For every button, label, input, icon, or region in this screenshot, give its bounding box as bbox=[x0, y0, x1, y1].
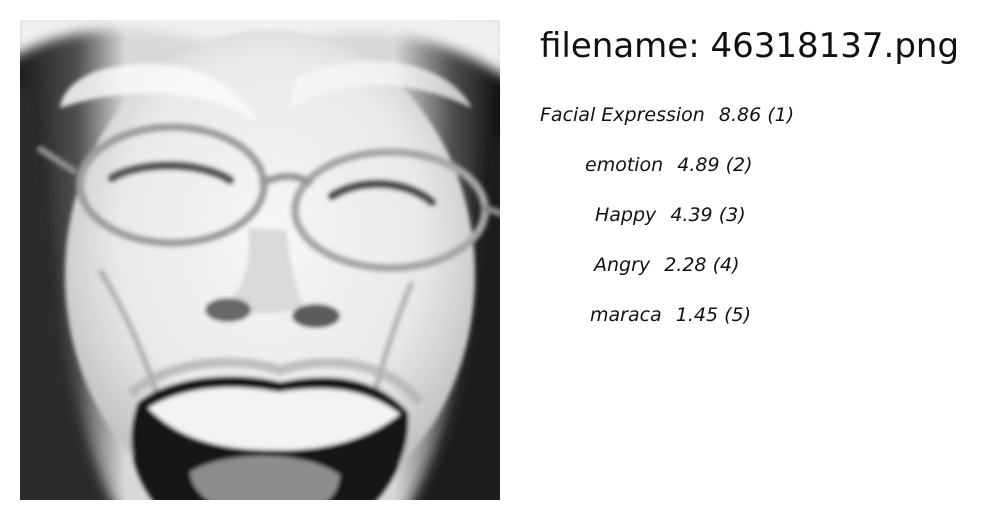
prediction-rank: (3) bbox=[718, 204, 746, 226]
face-photo bbox=[20, 20, 500, 500]
prediction-row: Facial Expression 8.86 (1) bbox=[540, 100, 980, 150]
prediction-rank: (4) bbox=[712, 254, 740, 276]
filename-title: filename: 46318137.png bbox=[540, 26, 960, 66]
prediction-score: 4.39 bbox=[670, 204, 713, 226]
prediction-label: maraca bbox=[590, 304, 662, 326]
prediction-label: Angry bbox=[594, 254, 651, 276]
prediction-rank: (1) bbox=[767, 104, 795, 126]
prediction-score: 1.45 bbox=[675, 304, 719, 326]
face-image bbox=[20, 20, 500, 500]
prediction-label: Happy bbox=[595, 204, 657, 226]
prediction-label: emotion bbox=[585, 154, 664, 176]
prediction-list: Facial Expression 8.86 (1) emotion 4.89 … bbox=[540, 100, 980, 350]
prediction-row: Angry 2.28 (4) bbox=[540, 250, 980, 300]
prediction-row: Happy 4.39 (3) bbox=[540, 200, 980, 250]
prediction-row: maraca 1.45 (5) bbox=[540, 300, 980, 350]
prediction-rank: (2) bbox=[725, 154, 753, 176]
prediction-score: 4.89 bbox=[677, 154, 720, 176]
prediction-label: Facial Expression bbox=[540, 104, 705, 126]
prediction-score: 8.86 bbox=[718, 104, 762, 126]
prediction-rank: (5) bbox=[724, 304, 752, 326]
prediction-score: 2.28 bbox=[664, 254, 707, 276]
prediction-row: emotion 4.89 (2) bbox=[540, 150, 980, 200]
